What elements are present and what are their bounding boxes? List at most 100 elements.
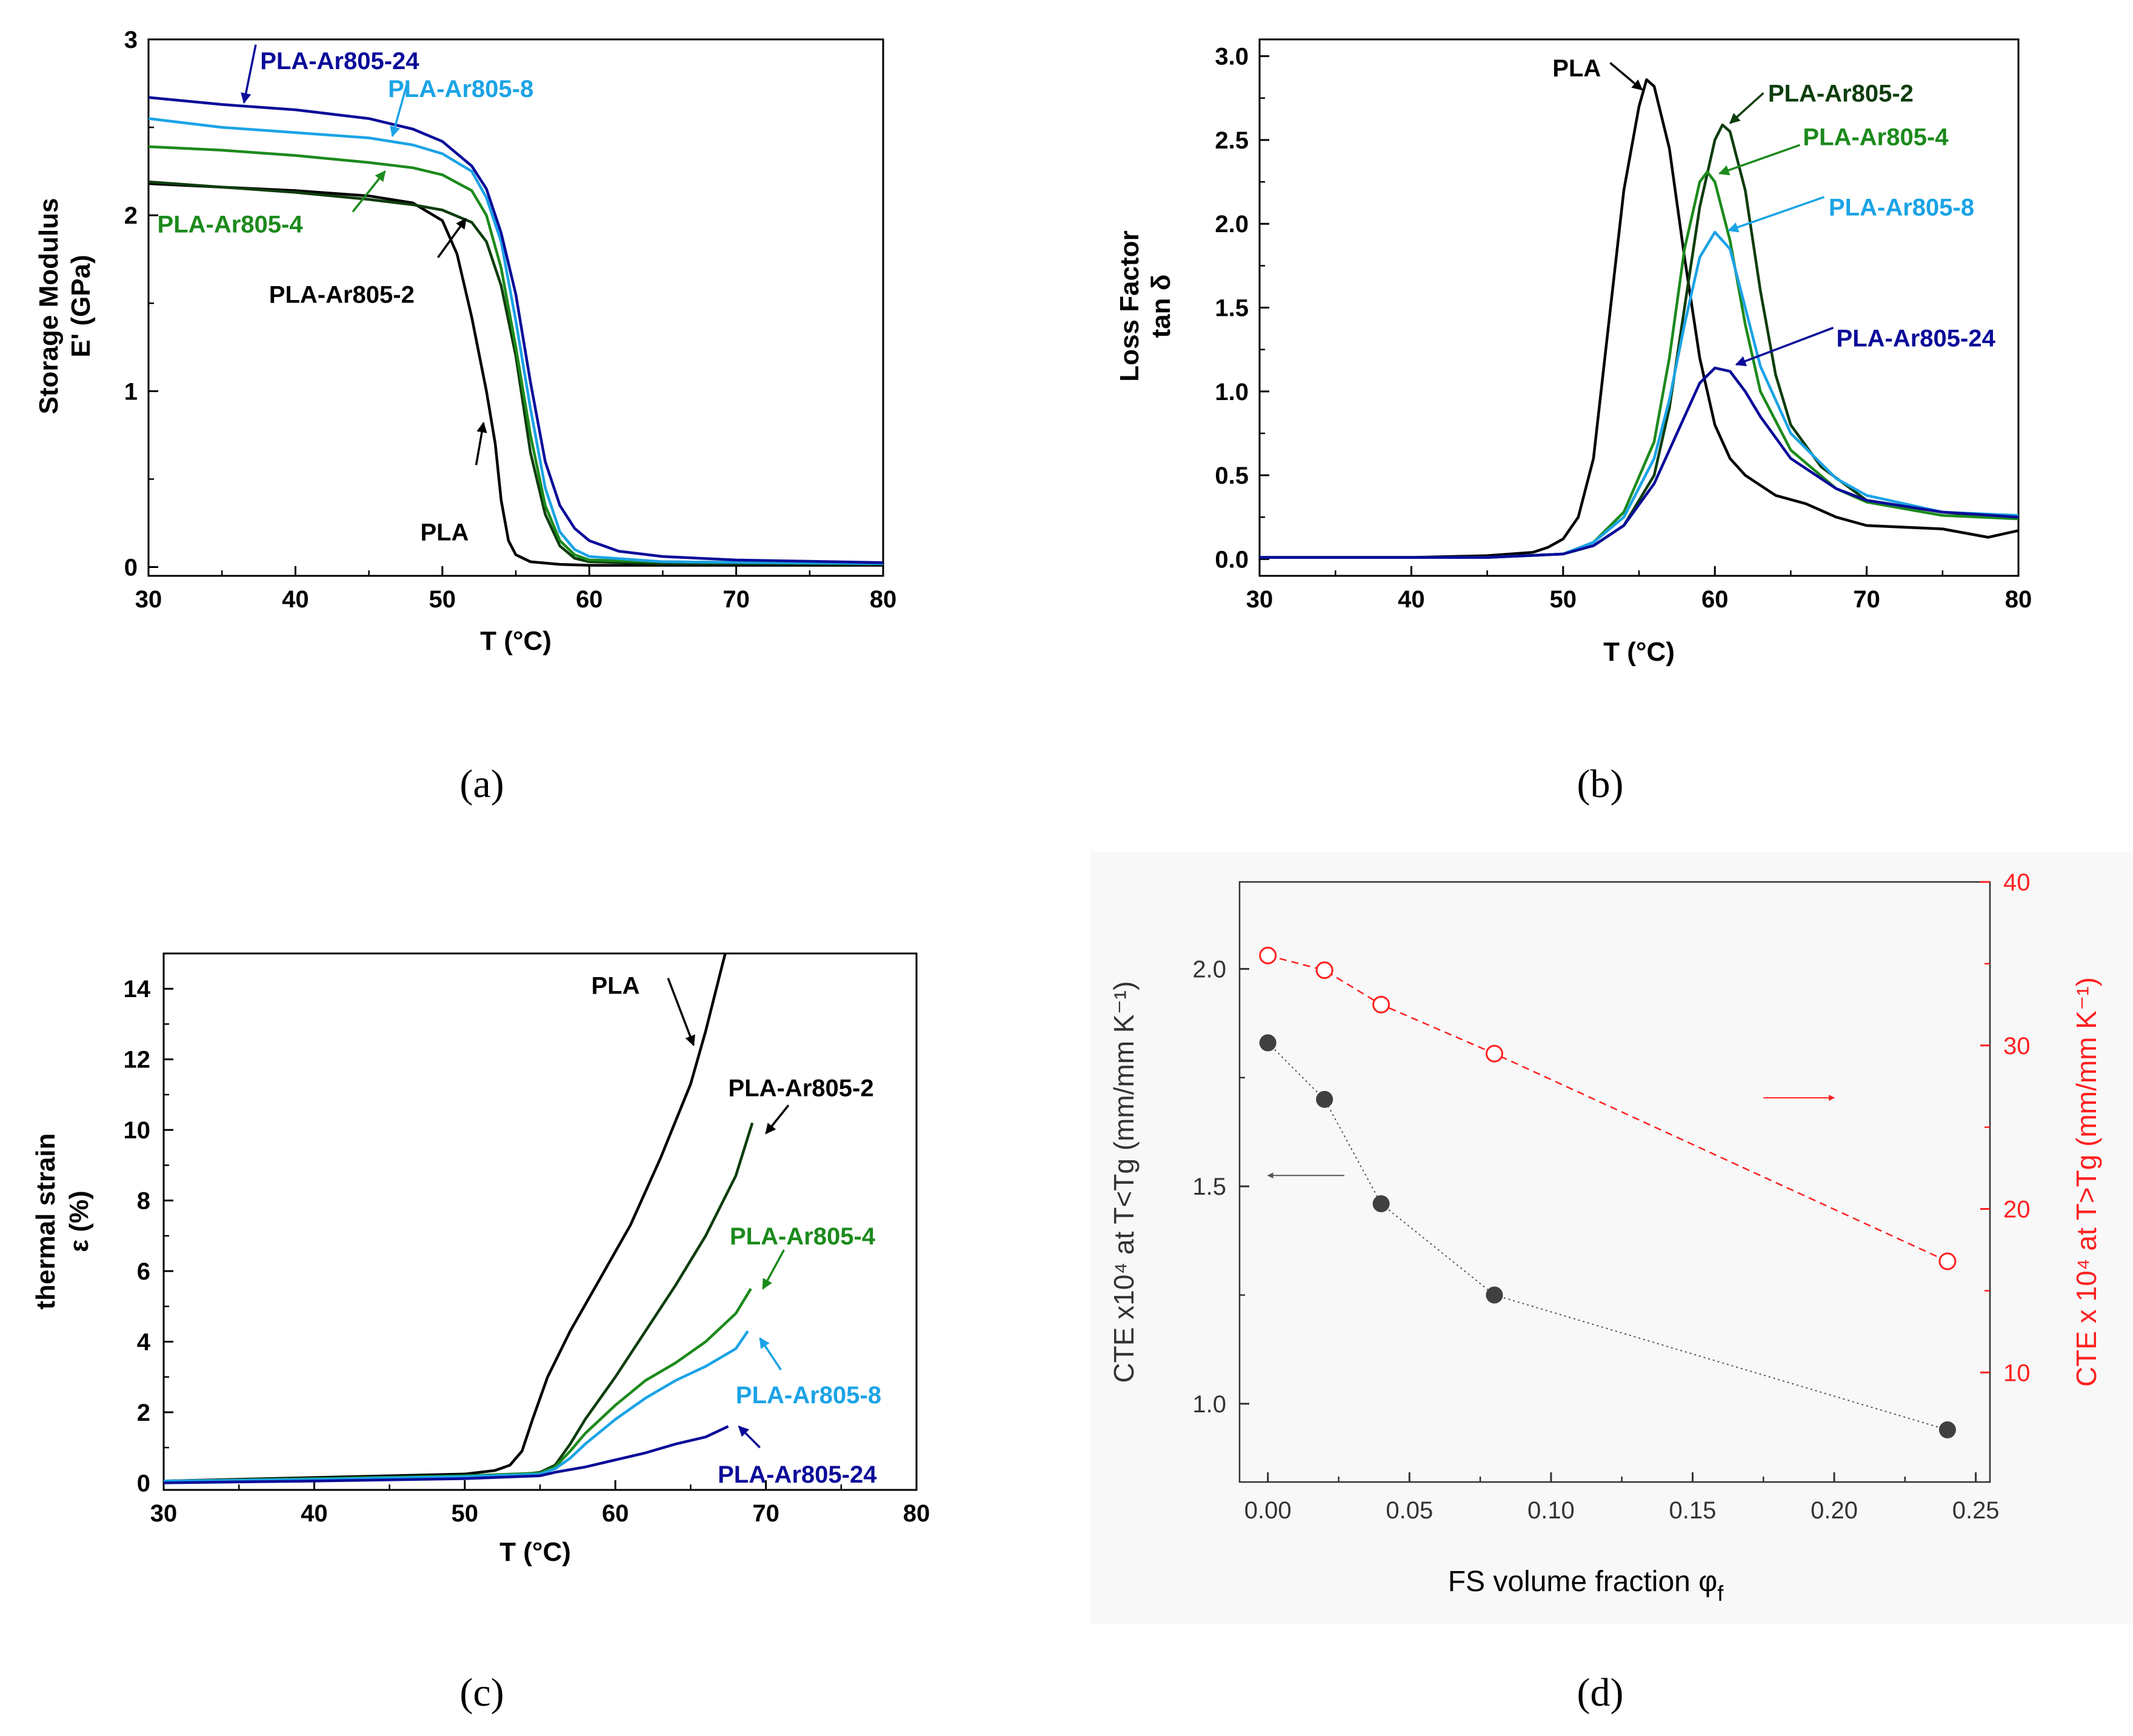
annotation-arrow	[762, 1249, 785, 1290]
annotation-label: PLA-Ar805-24	[718, 1461, 877, 1488]
annotation-arrow	[1735, 327, 1834, 367]
plot-frame	[1238, 881, 1991, 1483]
annotation-label: PLA-Ar805-4	[1803, 124, 1949, 150]
data-point-cte-below-tg	[1316, 1090, 1334, 1108]
y-tick-label: 1.5	[1192, 1173, 1226, 1200]
series-line-pla	[1260, 78, 2019, 559]
x-tick-label: 70	[723, 586, 750, 613]
data-point-cte-above-tg	[1259, 946, 1277, 964]
annotation-arrow	[738, 1425, 761, 1449]
series-line-pla-ar805-8	[148, 117, 884, 565]
y-tick-label: 2.5	[1215, 127, 1249, 154]
panel-caption: (c)	[459, 1671, 504, 1715]
annotations: PLA PLA-Ar805-2 PLA-Ar805-4 PLA-Ar805-8 PLA-…	[1552, 55, 1996, 367]
y-tick-label: 4	[137, 1329, 151, 1355]
x-ticks: 0.00 0.05 0.10 0.15 0.20 0.25	[1244, 1472, 2000, 1524]
y2-tick-label: 40	[2003, 869, 2031, 896]
y-tick-label: 14	[124, 976, 151, 1003]
series-line-pla	[163, 953, 727, 1483]
axis-arrows	[1267, 1095, 1835, 1179]
annotation-arrow	[1727, 196, 1825, 233]
y-tick-label: 0.0	[1215, 546, 1249, 573]
y-tick-label: 2.0	[1215, 211, 1249, 238]
x-axis-label: T (°C)	[499, 1537, 571, 1567]
series-line-pla	[148, 182, 883, 567]
y-tick-label: 8	[137, 1188, 150, 1215]
annotation-arrow	[241, 44, 257, 104]
x-tick-label: 50	[429, 586, 456, 613]
x-tick-label: 80	[903, 1500, 930, 1527]
series-lines	[148, 96, 884, 567]
annotation-label: PLA	[420, 519, 469, 546]
y-tick-label: 1	[124, 378, 138, 405]
data-point-cte-below-tg	[1938, 1421, 1956, 1438]
series-lines	[1259, 946, 1957, 1438]
x-tick-label: 60	[1701, 586, 1729, 613]
y-tick-label: 0.5	[1215, 462, 1249, 489]
chart-background	[1091, 852, 2133, 1624]
annotation-arrow	[1718, 144, 1801, 176]
panel-caption: (d)	[1577, 1671, 1624, 1715]
annotation-label: PLA-Ar805-24	[260, 48, 419, 75]
y-axis-label-line1: Storage Modulus	[34, 198, 64, 415]
annotation-label: PLA-Ar805-2	[269, 282, 415, 309]
y-ticks: 0.0 0.5 1.0 1.5 2.0 2.5 3.0	[1215, 44, 1269, 573]
x-tick-label: 40	[282, 586, 309, 613]
series-line-pla-ar805-24	[1260, 366, 2019, 559]
y-tick-label: 1.0	[1192, 1391, 1226, 1418]
series-line-pla-ar805-4	[148, 145, 884, 565]
annotation-label: PLA-Ar805-8	[736, 1382, 881, 1409]
x-axis-label: T (°C)	[480, 626, 552, 656]
y-axis-label-line2: E' (GPa)	[66, 255, 96, 357]
x-ticks: 30 40 50 60 70 80	[1246, 566, 2032, 613]
x-tick-label: 60	[602, 1500, 629, 1527]
y-ticks-right: 10 20 30 40	[1980, 869, 2031, 1386]
data-point-cte-below-tg	[1372, 1195, 1390, 1212]
annotation-arrow	[759, 1337, 782, 1371]
annotation-arrow	[1609, 62, 1643, 91]
series-line-pla-ar805-2	[163, 1122, 754, 1483]
x-tick-label: 0.15	[1669, 1497, 1717, 1524]
x-tick-label: 50	[452, 1500, 479, 1527]
series-lines	[163, 953, 754, 1484]
series-line-pla-ar805-24	[148, 96, 884, 564]
y-tick-label: 6	[137, 1258, 150, 1285]
series-line-cte-below-tg	[1267, 1042, 1948, 1431]
annotations: PLA PLA-Ar805-2 PLA-Ar805-4 PLA-Ar805-8 PLA-…	[591, 972, 881, 1487]
y2-tick-label: 10	[2003, 1360, 2031, 1386]
annotation-label: PLA-Ar805-8	[388, 76, 533, 102]
y-tick-label: 3	[124, 27, 138, 53]
y-tick-label: 12	[124, 1047, 151, 1073]
series-line-pla-ar805-8	[1260, 230, 2019, 559]
y-tick-label: 2	[124, 202, 138, 229]
y2-tick-label: 30	[2003, 1033, 2031, 1060]
x-ticks: 30 40 50 60 70 80	[135, 566, 896, 613]
annotation-arrow	[1729, 92, 1764, 124]
x-tick-label: 0.25	[1952, 1497, 2000, 1524]
series-lines	[1260, 78, 2019, 559]
x-tick-label: 30	[150, 1500, 178, 1527]
x-tick-label: 50	[1550, 586, 1577, 613]
series-line-pla-ar805-8	[163, 1330, 749, 1483]
y-tick-label: 2.0	[1192, 956, 1226, 983]
y2-tick-label: 20	[2003, 1197, 2031, 1223]
series-line-pla-ar805-24	[163, 1425, 729, 1484]
panel-b-loss-factor-chart: 30 40 50 60 70 80 0.00.51.01.52.02.53.0 PLAPL…	[1115, 38, 2032, 806]
y-tick-label: 1.5	[1215, 295, 1249, 322]
plot-frame	[147, 38, 884, 577]
annotation-label: PLA-Ar805-8	[1829, 195, 1974, 221]
annotation-label: PLA	[1552, 55, 1601, 82]
annotation-arrow	[667, 978, 695, 1047]
y-axis-label-right: CTE x 10⁴ at T>Tg (mm/mm K⁻¹)	[2071, 977, 2102, 1387]
y-tick-label: 2	[137, 1400, 150, 1426]
y-tick-label: 0	[124, 554, 138, 581]
y-axis-label-line1: thermal strain	[31, 1133, 61, 1310]
x-tick-label: 0.00	[1244, 1497, 1292, 1524]
annotation-label: PLA-Ar805-2	[1768, 81, 1914, 107]
annotation-label: PLA-Ar805-4	[730, 1223, 876, 1250]
x-tick-label: 40	[1398, 586, 1425, 613]
x-tick-label: 0.10	[1527, 1497, 1575, 1524]
y-axis-label-line2: tan δ	[1146, 275, 1176, 338]
